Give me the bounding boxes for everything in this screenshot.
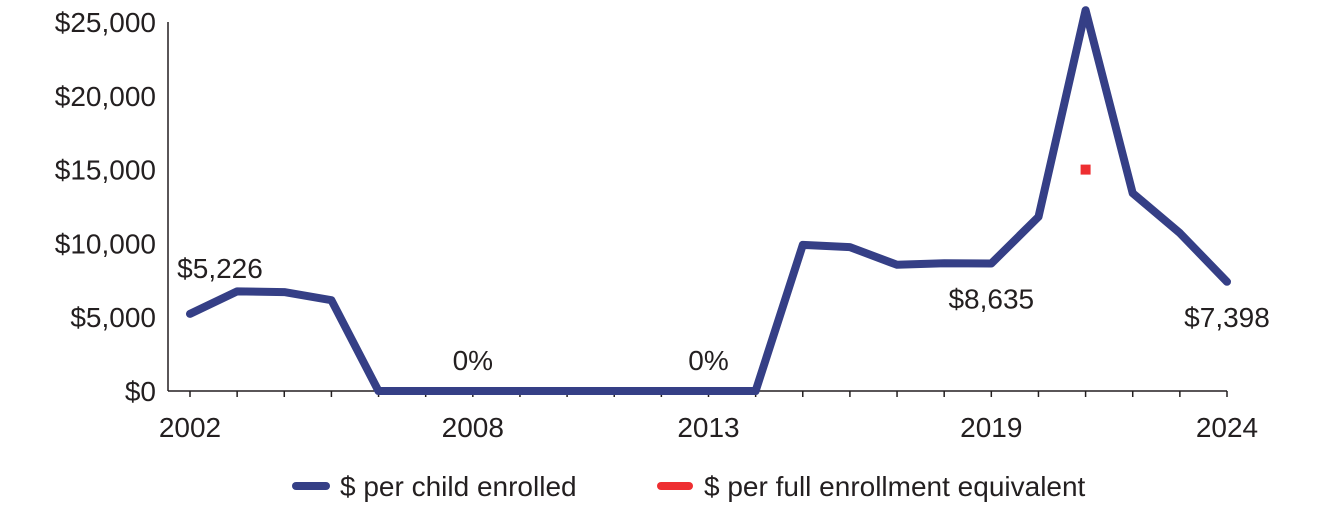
data-label: 0% xyxy=(453,345,493,376)
y-tick-label: $20,000 xyxy=(55,81,156,112)
data-point-per-child-enrolled xyxy=(752,388,759,394)
x-tick-label: 2013 xyxy=(677,412,739,443)
data-point-per-child-enrolled xyxy=(611,388,618,394)
data-label: $5,226 xyxy=(177,253,263,284)
x-tick-label: 2019 xyxy=(960,412,1022,443)
series-line-per-child-enrolled xyxy=(186,6,1231,395)
y-tick-label: $25,000 xyxy=(55,7,156,38)
series-layer xyxy=(186,6,1231,395)
data-point-per-child-enrolled xyxy=(988,260,995,267)
data-point-per-child-enrolled xyxy=(799,241,806,248)
data-point-per-child-enrolled xyxy=(705,388,712,394)
x-tick-label: 2008 xyxy=(442,412,504,443)
data-point-per-child-enrolled xyxy=(894,261,901,268)
data-point-per-child-enrolled xyxy=(1224,278,1230,285)
y-tick-label: $0 xyxy=(125,376,156,407)
data-label: 0% xyxy=(688,345,728,376)
y-tick-label: $5,000 xyxy=(70,302,156,333)
data-point-per-child-enrolled xyxy=(1176,230,1183,237)
data-point-per-child-enrolled xyxy=(422,388,429,394)
x-tick-label: 2002 xyxy=(159,412,221,443)
data-label: $7,398 xyxy=(1184,302,1270,333)
data-point-per-child-enrolled xyxy=(281,289,288,296)
legend-label-per-child: $ per child enrolled xyxy=(340,471,577,502)
data-point-per-child-enrolled xyxy=(846,244,853,251)
data-point-per-full-enrollment xyxy=(1080,164,1091,175)
data-point-per-child-enrolled xyxy=(658,388,665,394)
data-point-per-child-enrolled xyxy=(187,310,193,317)
x-axis-tick-labels: 2002 2008 2013 2019 2024 xyxy=(159,412,1258,443)
data-point-per-child-enrolled xyxy=(1082,7,1089,14)
legend-label-per-full-enrollment: $ per full enrollment equivalent xyxy=(704,471,1086,502)
y-axis-tick-labels: $0 $5,000 $10,000 $15,000 $20,000 $25,000 xyxy=(55,7,156,407)
legend: $ per child enrolled $ per full enrollme… xyxy=(292,471,1086,502)
y-tick-label: $10,000 xyxy=(55,228,156,259)
data-point-per-child-enrolled xyxy=(375,388,382,394)
data-point-per-child-enrolled xyxy=(234,288,241,295)
data-point-per-child-enrolled xyxy=(516,388,523,394)
data-point-per-child-enrolled xyxy=(469,388,476,394)
data-labels: $5,226 0% 0% $8,635 $7,398 xyxy=(177,253,1270,376)
y-tick-label: $15,000 xyxy=(55,155,156,186)
data-point-per-child-enrolled xyxy=(328,297,335,304)
x-tick-label: 2024 xyxy=(1196,412,1258,443)
data-point-per-child-enrolled xyxy=(1035,213,1042,220)
data-point-per-child-enrolled xyxy=(941,260,948,267)
data-label: $8,635 xyxy=(948,284,1034,315)
data-point-per-child-enrolled xyxy=(564,388,571,394)
data-point-per-child-enrolled xyxy=(1129,190,1136,197)
